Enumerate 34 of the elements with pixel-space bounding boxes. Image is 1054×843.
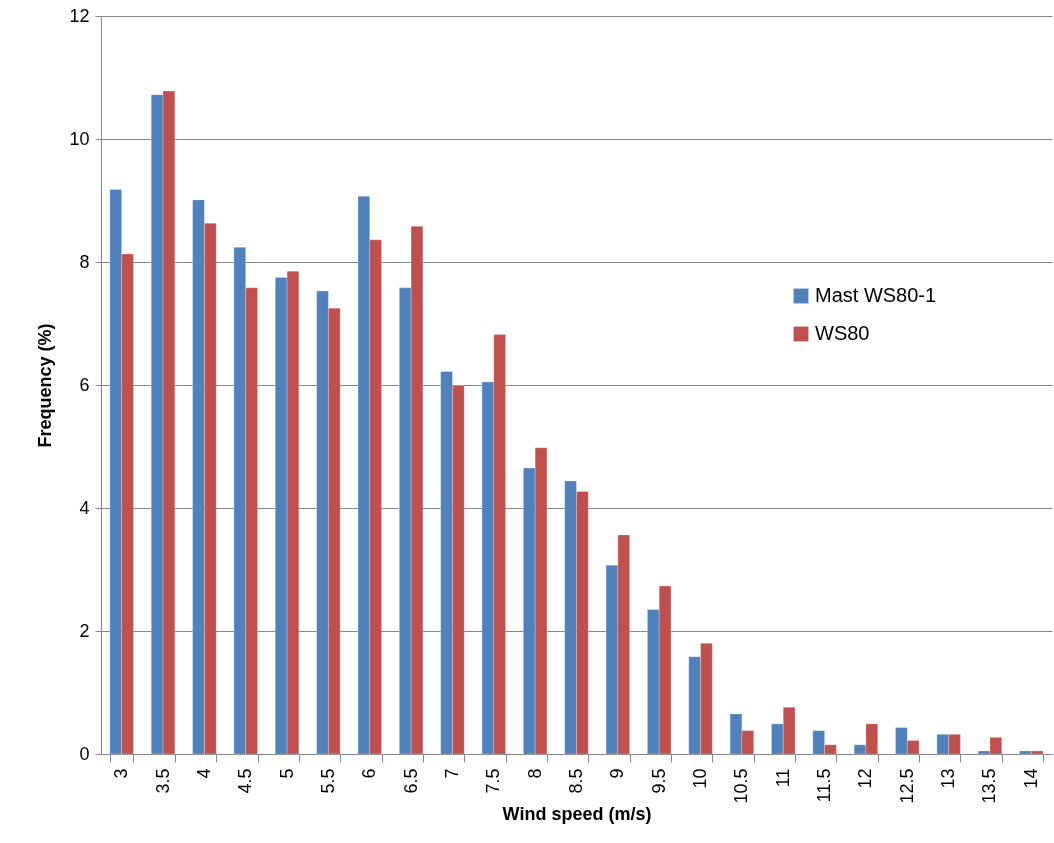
y-tick-label: 12 (69, 5, 90, 26)
y-tick-label: 0 (79, 743, 90, 764)
x-tick-label: 11 (772, 768, 793, 788)
y-tick-label: 6 (79, 374, 90, 395)
y-axis-title: Frequency (%) (35, 323, 56, 448)
x-tick-label: 3 (111, 768, 132, 779)
x-tick-label: 11.5 (814, 768, 835, 803)
x-tick-label: 12 (855, 768, 876, 789)
x-tick-label: 9 (607, 768, 628, 779)
x-tick-label: 10.5 (731, 768, 752, 804)
x-tick-label: 4 (193, 768, 214, 779)
x-tick-label: 10 (690, 768, 711, 789)
y-tick-label: 10 (69, 128, 90, 149)
x-axis-title: Wind speed (m/s) (502, 803, 652, 824)
x-tick-label: 7 (441, 768, 462, 779)
x-tick-label: 6 (359, 768, 380, 779)
x-tick-label: 13 (938, 768, 959, 789)
x-tick-label: 14 (1020, 768, 1041, 789)
y-tick-label: 4 (79, 497, 90, 518)
x-tick-label: 5 (276, 768, 297, 779)
x-tick-label: 9.5 (648, 768, 669, 794)
legend-label: WS80 (815, 322, 870, 344)
x-tick-label: 13.5 (979, 768, 1000, 804)
x-tick-label: 8 (524, 768, 545, 779)
x-tick-label: 8.5 (566, 768, 586, 794)
y-tick-label: 8 (79, 251, 90, 272)
x-tick-label: 4.5 (235, 768, 256, 794)
x-tick-label: 6.5 (400, 768, 421, 794)
x-tick-label: 7.5 (483, 768, 504, 794)
y-tick-label: 2 (79, 620, 90, 641)
legend-label: Mast WS80-1 (815, 284, 937, 306)
x-tick-label: 5.5 (317, 768, 338, 794)
x-tick-label: 12.5 (896, 768, 917, 804)
x-tick-label: 3.5 (152, 768, 173, 794)
